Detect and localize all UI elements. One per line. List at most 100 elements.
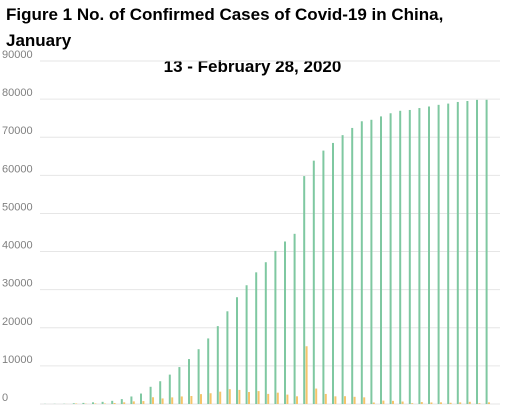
y-tick-label: 10000 [2,354,33,366]
bar-total-confirmed [159,381,162,404]
bar-total-confirmed [149,386,152,404]
bar-new-confirmed [468,401,471,404]
chart-title-line-2: 13 - February 28, 2020 [163,57,342,76]
bar-total-confirmed [293,233,296,404]
y-tick-label: 0 [2,392,8,404]
bar-total-confirmed [274,250,277,404]
bar-total-confirmed [245,285,248,404]
bar-new-confirmed [200,394,202,404]
bar-new-confirmed [420,402,423,404]
chart-title-line-1: Figure 1 No. of Confirmed Cases of Covid… [6,5,444,50]
bar-new-confirmed [142,401,145,404]
bar-total-confirmed [255,272,258,404]
y-tick-label: 40000 [2,240,33,252]
bar-total-confirmed [226,311,229,404]
bar-new-confirmed [411,403,414,404]
bar-total-confirmed [92,402,94,404]
bar-total-confirmed [485,99,488,405]
bar-new-confirmed [488,402,490,404]
bar-new-confirmed [190,396,193,404]
bar-new-confirmed [382,400,385,404]
bar-total-confirmed [236,297,238,404]
bar-new-confirmed [94,403,97,404]
bar-new-confirmed [171,397,174,404]
bar-new-confirmed [372,402,375,404]
bar-total-confirmed [178,367,181,404]
bar-new-confirmed [123,402,126,404]
bar-new-confirmed [152,397,154,404]
bar-new-confirmed [219,391,222,404]
bar-total-confirmed [428,106,430,404]
bar-total-confirmed [303,176,306,404]
bar-total-confirmed [264,262,267,404]
bar-new-confirmed [353,396,356,404]
bar-total-confirmed [216,326,219,404]
bar-new-confirmed [440,402,442,404]
bar-total-confirmed [168,374,171,404]
bar-total-confirmed [476,99,478,404]
bar-new-confirmed [228,389,231,404]
bar-new-confirmed [248,392,250,404]
bar-total-confirmed [140,393,142,404]
bar-new-confirmed [238,389,241,404]
bar-total-confirmed [312,160,315,404]
bar-new-confirmed [324,393,327,404]
bar-total-confirmed [197,349,200,404]
bar-new-confirmed [113,403,116,404]
bar-total-confirmed [322,150,325,404]
bar-new-confirmed [180,396,183,404]
bar-total-confirmed [101,401,104,404]
y-tick-label: 50000 [2,201,33,213]
bar-new-confirmed [401,401,404,404]
bar-total-confirmed [466,101,469,405]
bar-total-confirmed [341,135,344,404]
bar-new-confirmed [459,402,462,404]
bar-total-confirmed [120,399,123,404]
bar-total-confirmed [456,101,459,404]
bar-total-confirmed [351,127,354,404]
bar-total-confirmed [447,103,450,404]
bar-total-confirmed [437,104,440,405]
bar-new-confirmed [132,401,135,404]
bar-total-confirmed [380,116,382,404]
bar-new-confirmed [209,393,212,404]
bar-new-confirmed [315,388,318,404]
bar-total-confirmed [399,110,402,404]
bar-total-confirmed [82,402,85,404]
bar-new-confirmed [267,393,270,404]
bar-total-confirmed [284,241,286,404]
y-tick-label: 30000 [2,278,33,290]
y-tick-label: 80000 [2,87,33,99]
bar-total-confirmed [332,142,334,404]
bar-new-confirmed [392,400,394,404]
bar-total-confirmed [130,396,133,404]
y-tick-label: 90000 [2,49,33,61]
bar-new-confirmed [430,402,433,404]
chart-title: Figure 1 No. of Confirmed Cases of Covid… [0,2,505,80]
y-tick-label: 70000 [2,125,33,137]
bar-new-confirmed [363,397,366,404]
bar-new-confirmed [161,398,164,404]
bar-new-confirmed [344,396,346,404]
bar-total-confirmed [418,108,421,404]
bar-new-confirmed [257,391,260,404]
y-tick-label: 60000 [2,163,33,175]
bar-total-confirmed [408,109,411,404]
bar-new-confirmed [449,402,452,404]
bar-total-confirmed [111,400,114,404]
y-tick-label: 20000 [2,316,33,328]
bar-new-confirmed [305,346,308,404]
bar-new-confirmed [286,394,289,404]
bar-total-confirmed [389,113,392,404]
bar-new-confirmed [276,392,279,404]
bar-total-confirmed [207,338,210,404]
bar-total-confirmed [72,403,75,404]
bar-total-confirmed [188,359,190,404]
bar-total-confirmed [360,121,363,405]
bar-new-confirmed [296,396,298,404]
bar-new-confirmed [334,396,337,404]
bar-new-confirmed [75,403,78,404]
bar-new-confirmed [478,403,481,404]
bar-total-confirmed [370,119,373,404]
